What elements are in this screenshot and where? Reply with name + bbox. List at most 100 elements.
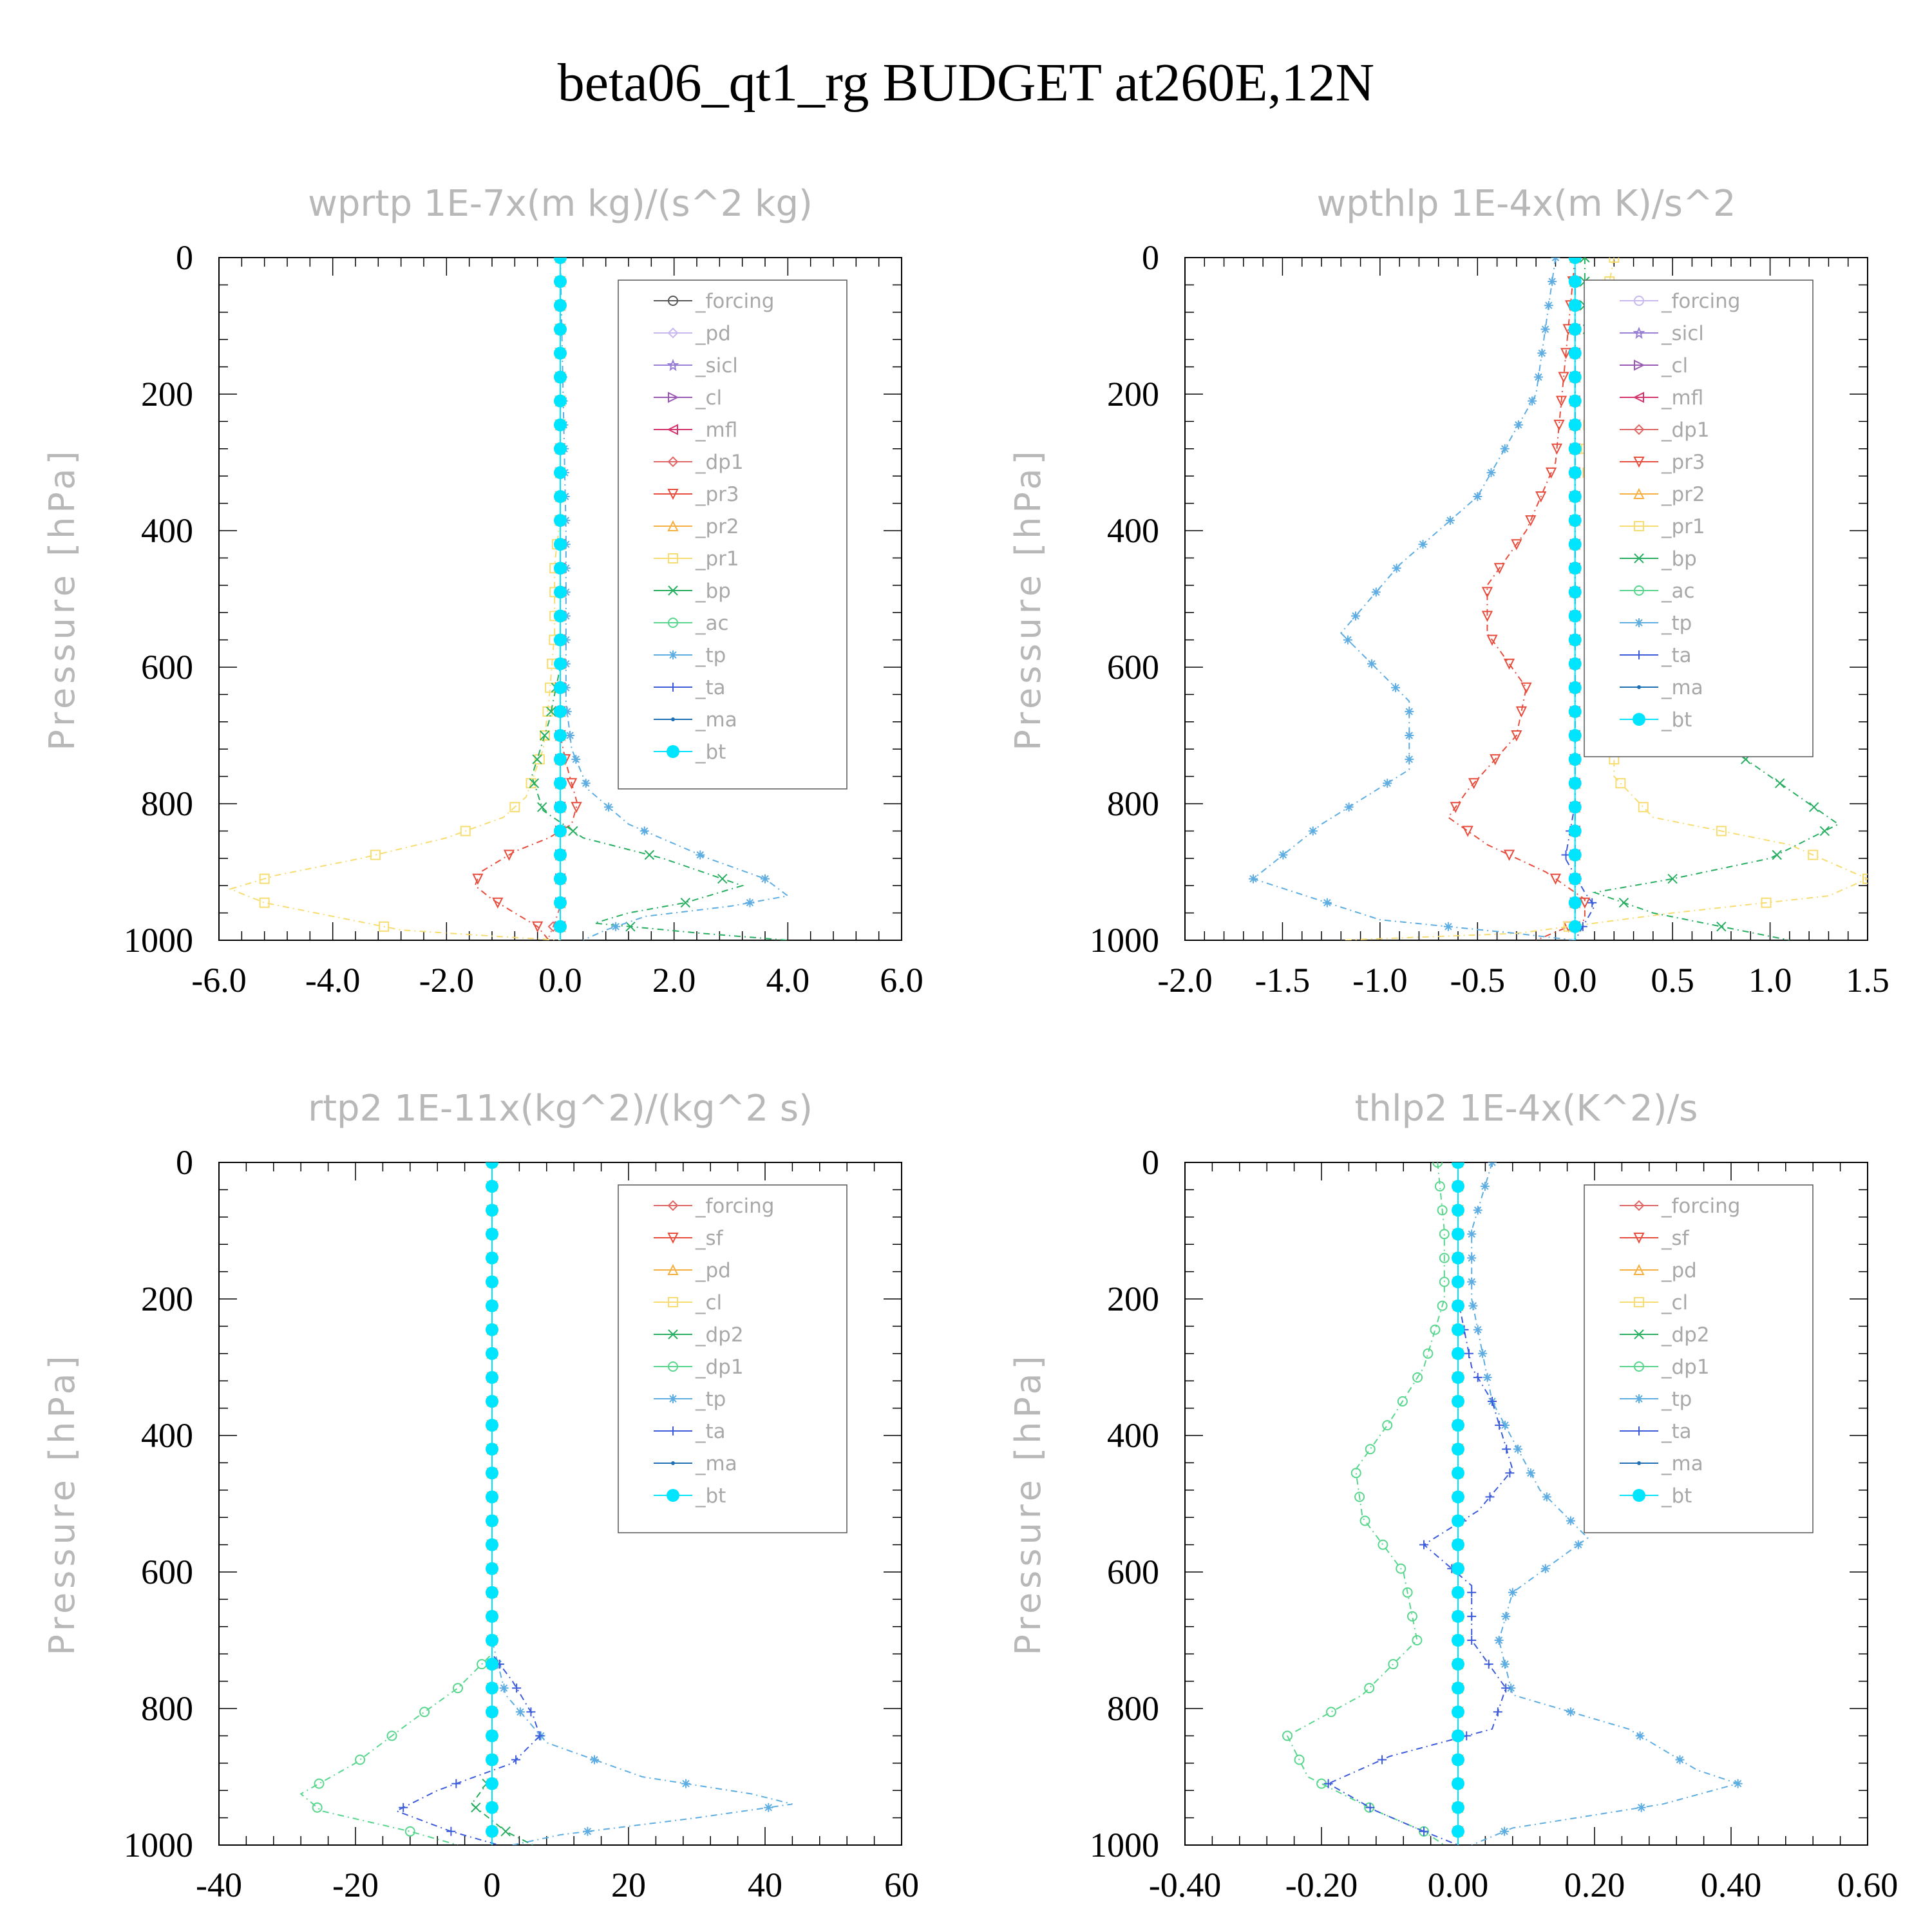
series-line-tp (1471, 1162, 1741, 1845)
legend-marker (1634, 585, 1644, 596)
point-bt (1568, 585, 1582, 599)
point-pr3 (1551, 443, 1563, 455)
point-bp (1809, 802, 1819, 813)
legend-marker (1633, 327, 1645, 339)
point-tp (1542, 1492, 1551, 1502)
point-pr3 (1511, 539, 1522, 551)
point-tp (1537, 348, 1547, 358)
point-ta (451, 1779, 461, 1788)
point-tp (611, 922, 621, 931)
legend-entry: _tp (695, 1388, 726, 1411)
point-bt (486, 1514, 498, 1528)
point-bt (1568, 418, 1582, 431)
point-bp (1580, 258, 1590, 263)
point-bt (554, 418, 567, 431)
point-ta (1365, 1803, 1375, 1812)
point-bt (486, 1801, 498, 1814)
point-tp (1383, 779, 1392, 788)
point-bt (486, 1705, 498, 1719)
point-pr1 (1808, 849, 1819, 860)
point-pr3 (1462, 826, 1473, 837)
point-tp (1733, 1779, 1743, 1788)
point-ta (1467, 1636, 1477, 1645)
point-bt (554, 562, 567, 575)
point-dp2 (500, 1826, 511, 1837)
point-tp (1473, 492, 1482, 501)
legend-entry: _mfl (695, 419, 737, 442)
point-tp (1513, 420, 1523, 430)
point-tp (1506, 1683, 1516, 1693)
point-bt (554, 323, 567, 336)
legend-entry: _dp2 (695, 1323, 744, 1347)
y-axis-label: Pressure [hPa] (1008, 447, 1048, 750)
x-tick-label: -20 (332, 1866, 379, 1904)
point-bt (554, 538, 567, 551)
legend-marker (668, 1297, 678, 1307)
legend-entry: _sicl (695, 354, 738, 377)
point-bt (1452, 1180, 1464, 1193)
legend-entry: _ac (695, 612, 729, 635)
point-bt (1568, 896, 1582, 909)
point-pr3 (532, 921, 544, 933)
point-bt (1452, 1162, 1464, 1169)
point-tp (1566, 1707, 1575, 1717)
panel-4: thlp2 1E-4x(K^2)/s Pressure [hPa] -0.40 -0.… (1008, 1088, 1898, 1904)
point-tp (1508, 1587, 1517, 1597)
legend-entry: _bp (1661, 547, 1697, 571)
point-dp1 (1406, 1611, 1417, 1622)
x-tick-label: -0.5 (1450, 961, 1505, 999)
point-bt (1452, 1490, 1464, 1504)
y-axis-label: Pressure [hPa] (42, 1352, 82, 1655)
point-bt (554, 394, 567, 408)
panel-3: rtp2 1E-11x(kg^2)/(kg^2 s) Pressure [hPa]… (42, 1088, 919, 1904)
point-bt (554, 657, 567, 670)
legend-marker (1633, 488, 1645, 499)
point-tp (1501, 1611, 1511, 1621)
point-bt (486, 1162, 498, 1169)
panel-title: wpthlp 1E-4x(m K)/s^2 (1316, 183, 1736, 225)
point-bp (532, 754, 542, 764)
legend-marker (668, 392, 679, 403)
point-bt (1568, 538, 1582, 551)
series-line-pr1 (228, 258, 561, 940)
legend-entry: _bt (1661, 708, 1692, 732)
legend-entry: _ma (1661, 676, 1703, 699)
point-ta (1473, 1372, 1482, 1382)
point-pr3 (1486, 634, 1498, 646)
point-ta (1501, 1683, 1511, 1693)
point-bt (1452, 1251, 1464, 1265)
panel-title: thlp2 1E-4x(K^2)/s (1355, 1088, 1698, 1130)
legend-marker (667, 456, 679, 468)
series-line-ta (1327, 1162, 1513, 1845)
point-bt (1568, 562, 1582, 575)
legend-entry: _ma (695, 1452, 737, 1475)
legend-marker (1634, 1361, 1644, 1372)
point-bp (717, 873, 728, 884)
point-tp (1473, 1325, 1482, 1334)
point-bt (486, 1586, 498, 1599)
x-tick-label: 0.0 (538, 961, 582, 999)
point-dp1 (1432, 1162, 1443, 1168)
legend-marker (668, 1394, 677, 1403)
point-dp2 (471, 1802, 481, 1813)
x-tick-label: 0.60 (1837, 1866, 1899, 1904)
point-tp (1467, 1277, 1477, 1287)
y-tick-label: 1000 (124, 1826, 193, 1864)
point-pr3 (1553, 419, 1565, 431)
x-tick-label: 2.0 (652, 961, 696, 999)
point-ta (1505, 1468, 1515, 1478)
legend-marker (668, 553, 678, 564)
point-dp1 (1412, 1635, 1423, 1645)
point-bt (1568, 370, 1582, 384)
series-line-dp1 (1286, 1162, 1445, 1845)
point-bt (554, 275, 567, 289)
point-bt (1568, 848, 1582, 862)
point-tp (1540, 1564, 1550, 1573)
y-tick-label: 200 (141, 1280, 193, 1318)
point-dp1 (1437, 1205, 1448, 1216)
point-bt (1452, 1370, 1464, 1384)
legend-marker (1633, 1489, 1645, 1502)
point-tp (1405, 755, 1414, 764)
